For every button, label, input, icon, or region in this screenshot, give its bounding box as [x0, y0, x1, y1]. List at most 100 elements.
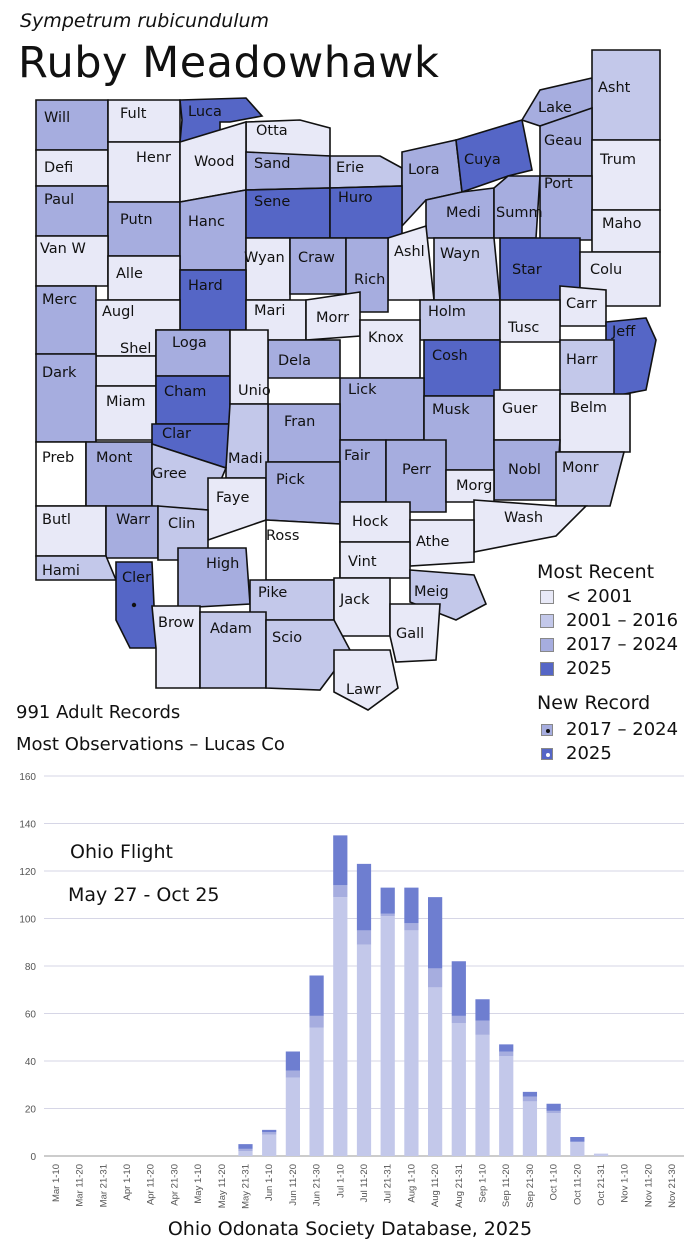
- legend-swatch-2001-2016: [540, 614, 554, 628]
- bar-segment-1-15: [404, 923, 419, 931]
- bar-segment-1-16: [428, 968, 443, 988]
- bar-segment-0-16: [428, 987, 443, 1156]
- county-label-meig: Meig: [414, 584, 449, 600]
- legend-label-2025: 2025: [566, 658, 612, 679]
- county-label-luca: Luca: [188, 104, 222, 120]
- bar-segment-1-21: [546, 1110, 561, 1114]
- county-label-wash: Wash: [504, 510, 543, 526]
- bar-segment-0-10: [285, 1077, 300, 1156]
- bar-segment-1-18: [475, 1020, 490, 1035]
- bar-segment-2-16: [428, 897, 443, 969]
- x-tick-label: Oct 11-20: [572, 1164, 583, 1205]
- bar-segment-2-12: [333, 835, 348, 886]
- county-label-fair: Fair: [344, 448, 370, 464]
- bar-segment-2-10: [285, 1051, 300, 1071]
- county-luca: [179, 97, 264, 143]
- county-label-morg: Morg: [456, 478, 492, 494]
- county-label-trum: Trum: [599, 152, 636, 168]
- bar-segment-1-8: [238, 1148, 253, 1152]
- county-label-madi: Madi: [228, 451, 263, 467]
- county-gall: [389, 603, 441, 663]
- county-label-wayn: Wayn: [440, 246, 480, 262]
- county-label-musk: Musk: [432, 402, 470, 418]
- x-tick-label: May 21-31: [240, 1164, 251, 1209]
- county-putn: [107, 201, 181, 257]
- county-label-erie: Erie: [336, 160, 364, 176]
- county-label-cler: Cler: [122, 570, 151, 586]
- bar-segment-2-20: [522, 1091, 538, 1097]
- bar-segment-1-10: [285, 1070, 300, 1078]
- county-label-loga: Loga: [172, 335, 207, 351]
- county-label-dark: Dark: [42, 365, 77, 381]
- bar-segment-0-13: [356, 944, 372, 1156]
- county-label-cuya: Cuya: [464, 152, 501, 168]
- y-tick-label: 20: [25, 1105, 37, 1116]
- county-label-unio: Unio: [238, 383, 271, 399]
- county-label-nobl: Nobl: [508, 462, 541, 478]
- bar-segment-0-12: [333, 897, 348, 1156]
- ohio-county-map: Will Fult Luca Otta Defi Henr Wood Sand Erie Lora…: [35, 49, 661, 711]
- bar-segment-1-11: [309, 1015, 324, 1028]
- county-label-butl: Butl: [42, 512, 71, 528]
- scientific-name: Sympetrum rubicundulum: [20, 10, 270, 32]
- legend-swatch-pre2001: [540, 590, 554, 604]
- y-tick-label: 80: [25, 962, 37, 973]
- county-label-harr: Harr: [566, 352, 597, 368]
- county-label-carr: Carr: [566, 296, 597, 312]
- county-label-ross: Ross: [266, 528, 299, 544]
- bar-segment-0-20: [522, 1101, 538, 1156]
- county-label-hanc: Hanc: [188, 214, 225, 230]
- x-tick-label: Mar 11-20: [75, 1164, 86, 1207]
- bar-segment-2-17: [451, 961, 466, 1016]
- legend-swatch-2025: [540, 662, 554, 676]
- y-tick-label: 160: [19, 772, 36, 783]
- county-label-rich: Rich: [354, 272, 385, 288]
- bar-segment-1-9: [262, 1132, 277, 1135]
- legend-title: Most Recent: [537, 561, 655, 583]
- county-label-merc: Merc: [42, 292, 77, 308]
- county-label-athe: Athe: [416, 534, 450, 550]
- new-record-dot-cler: [131, 602, 137, 608]
- county-label-will: Will: [44, 110, 70, 126]
- x-tick-label: Sep 21-30: [525, 1164, 536, 1208]
- county-label-vint: Vint: [348, 554, 377, 570]
- x-tick-label: Nov 21-30: [667, 1164, 678, 1208]
- county-fran: [267, 403, 341, 463]
- county-label-guer: Guer: [502, 401, 537, 417]
- county-label-dela: Dela: [278, 353, 311, 369]
- county-monr: [555, 451, 626, 507]
- bar-segment-2-21: [546, 1103, 561, 1111]
- bar-segment-2-15: [404, 887, 419, 924]
- new-record-title: New Record: [537, 692, 651, 714]
- legend-label-2017-2024: 2017 – 2024: [566, 634, 679, 655]
- county-label-colu: Colu: [590, 262, 622, 278]
- bar-segment-0-14: [380, 916, 395, 1156]
- bar-segment-1-12: [333, 885, 348, 898]
- county-label-belm: Belm: [570, 400, 607, 416]
- county-label-morr: Morr: [316, 310, 349, 326]
- x-tick-label: Apr 11-20: [146, 1164, 157, 1205]
- bar-segment-0-8: [238, 1151, 253, 1156]
- county-label-pike: Pike: [258, 585, 287, 601]
- x-tick-label: Apr 1-10: [122, 1164, 133, 1200]
- county-label-henr: Henr: [136, 150, 171, 166]
- x-tick-label: May 1-10: [193, 1164, 204, 1204]
- bar-segment-0-23: [593, 1153, 609, 1156]
- legend-label-2001-2016: 2001 – 2016: [566, 610, 679, 631]
- bar-segment-0-9: [262, 1134, 277, 1156]
- county-label-otta: Otta: [256, 123, 288, 139]
- y-tick-label: 60: [25, 1010, 37, 1021]
- bar-segment-2-9: [262, 1129, 277, 1133]
- bar-segment-0-21: [546, 1113, 561, 1156]
- county-label-huro: Huro: [338, 190, 373, 206]
- county-label-lawr: Lawr: [346, 682, 381, 698]
- new-record-swatch-2025: [541, 748, 553, 760]
- y-tick-label: 100: [19, 915, 36, 926]
- county-label-star: Star: [512, 262, 542, 278]
- bar-segment-0-15: [404, 930, 419, 1156]
- x-tick-label: Oct 21-31: [596, 1164, 607, 1206]
- county-label-hami: Hami: [42, 563, 80, 579]
- x-tick-label: Aug 21-31: [454, 1164, 465, 1208]
- county-label-preb: Preb: [42, 450, 74, 466]
- bar-segment-0-17: [451, 1023, 466, 1156]
